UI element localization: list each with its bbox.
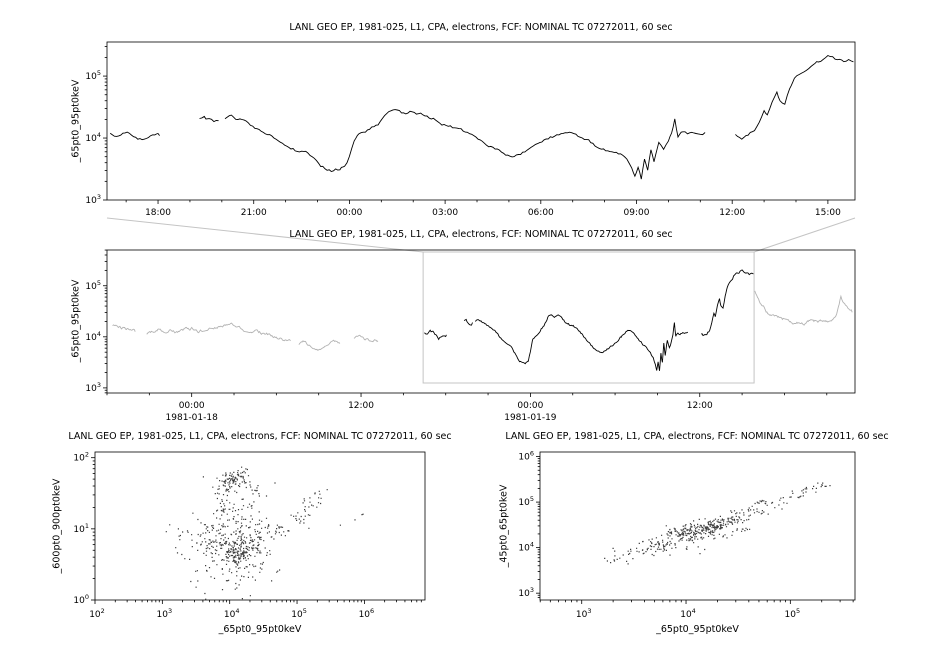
data-series: [224, 109, 706, 180]
time-tick-label: 00:00: [179, 401, 205, 411]
log-tick-label: 103: [85, 381, 101, 394]
data-series: [424, 329, 447, 341]
time-tick-label: 06:00: [528, 208, 554, 218]
zoom-connector-right: [753, 217, 856, 253]
data-series: [353, 334, 379, 343]
top-panel-ylabel: _65pt0_95pt0keV: [70, 79, 82, 163]
data-series: [754, 290, 853, 326]
log-tick-label: 103: [576, 607, 592, 620]
top-axes-frame: [106, 41, 856, 201]
bottom_left-scatter-points: [165, 466, 364, 600]
bottom-right-panel-ylabel: _45pt0_65pt0keV: [498, 484, 510, 568]
log-tick-label: 104: [85, 330, 101, 343]
time-tick-label: 00:00: [336, 208, 362, 218]
log-tick-label: 105: [518, 495, 534, 508]
time-tick-label: 12:00: [719, 208, 745, 218]
middle-panel-title: LANL GEO EP, 1981-025, L1, CPA, electron…: [289, 229, 673, 240]
log-tick-label: 103: [518, 586, 534, 599]
log-tick-label: 102: [73, 451, 89, 464]
time-tick-label: 21:00: [241, 208, 267, 218]
zoom-box: [422, 251, 755, 384]
time-tick-label: 12:00: [687, 401, 713, 411]
log-tick-label: 102: [89, 607, 105, 620]
log-tick-label: 103: [157, 607, 173, 620]
data-series: [735, 54, 854, 140]
log-tick-label: 104: [85, 131, 101, 144]
bottom-right-panel-title: LANL GEO EP, 1981-025, L1, CPA, electron…: [505, 431, 889, 442]
log-tick-label: 106: [359, 607, 375, 620]
log-tick-label: 104: [680, 607, 696, 620]
data-series: [475, 314, 689, 371]
data-series: [112, 324, 136, 332]
bottom-right-panel-xlabel: _65pt0_95pt0keV: [656, 624, 739, 635]
log-tick-label: 103: [85, 193, 101, 206]
date-tick-label: 1981-01-19: [504, 413, 557, 423]
bottom_left-axes-frame: [94, 451, 426, 601]
log-tick-label: 105: [291, 607, 307, 620]
log-tick-label: 105: [785, 607, 801, 620]
log-tick-label: 101: [73, 522, 89, 535]
time-tick-label: 03:00: [432, 208, 458, 218]
data-series: [146, 322, 291, 342]
log-tick-label: 105: [85, 279, 101, 292]
bottom_right-scatter-points: [604, 482, 831, 565]
log-tick-label: 106: [518, 450, 534, 463]
log-tick-label: 104: [518, 541, 534, 554]
bottom-left-panel-ylabel: _600pt0_900pt0keV: [51, 478, 63, 574]
time-tick-label: 18:00: [145, 208, 171, 218]
bottom-left-panel-xlabel: _65pt0_95pt0keV: [218, 624, 302, 635]
time-tick-label: 00:00: [517, 401, 543, 411]
top-panel-title: LANL GEO EP, 1981-025, L1, CPA, electron…: [289, 22, 673, 33]
zoom-connector-left: [106, 217, 424, 253]
data-series: [701, 269, 754, 337]
log-tick-label: 104: [224, 607, 240, 620]
bottom-left-panel-title: LANL GEO EP, 1981-025, L1, CPA, electron…: [68, 431, 452, 442]
date-tick-label: 1981-01-18: [166, 413, 219, 423]
data-series: [109, 131, 160, 141]
time-tick-label: 15:00: [815, 208, 841, 218]
time-tick-label: 09:00: [624, 208, 650, 218]
log-tick-label: 105: [85, 69, 101, 82]
data-series: [298, 339, 341, 351]
time-tick-label: 12:00: [348, 401, 374, 411]
middle-panel-ylabel: _65pt0_95pt0keV: [70, 279, 82, 363]
log-tick-label: 100: [73, 593, 89, 606]
data-series: [199, 115, 219, 123]
data-series: [463, 318, 473, 326]
